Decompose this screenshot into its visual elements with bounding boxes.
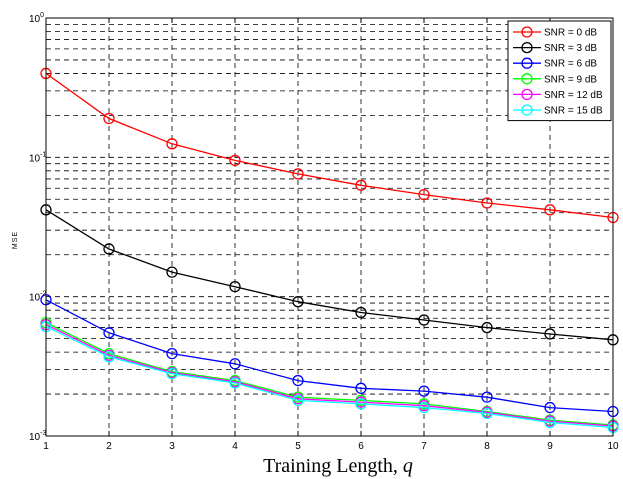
y-tick-label: 10-1: [29, 151, 46, 164]
series-4: [40, 317, 619, 431]
legend-marker: [521, 57, 533, 69]
legend-marker: [521, 26, 533, 38]
data-point: [103, 327, 115, 339]
data-point: [418, 314, 430, 326]
data-point: [229, 154, 241, 167]
legend-label: SNR = 9 dB: [544, 74, 597, 85]
x-tick-label: 2: [106, 441, 112, 452]
x-tick-label: 8: [484, 441, 490, 452]
data-point: [481, 391, 493, 403]
series-line: [45, 209, 614, 341]
data-point: [166, 347, 178, 360]
data-point: [481, 197, 493, 209]
data-point: [355, 179, 367, 191]
x-axis-label-variable: q: [403, 455, 413, 477]
series-2: [40, 204, 619, 346]
data-point: [544, 416, 556, 429]
y-tick-labels: 100 10-1 10-2 10-3: [29, 12, 46, 443]
x-tick-label: 5: [295, 441, 301, 452]
series-5: [40, 318, 619, 432]
data-point: [103, 112, 115, 125]
legend-marker: [521, 88, 533, 101]
series-line: [45, 324, 614, 427]
legend-marker: [521, 104, 533, 116]
series-line: [45, 72, 614, 219]
x-tick-label: 9: [547, 441, 553, 452]
legend-label: SNR = 6 dB: [544, 59, 597, 70]
y-axis-label: MSE: [12, 231, 19, 249]
data-point: [481, 407, 493, 420]
x-axis-label-text: Training Length,: [263, 455, 398, 477]
data-point: [418, 401, 430, 414]
y-tick-label: 10-2: [29, 291, 46, 304]
data-point: [166, 138, 178, 150]
x-tick-label: 7: [421, 441, 427, 452]
data-point: [481, 321, 493, 334]
legend-label: SNR = 12 dB: [544, 90, 603, 101]
y-tick-label: 10-3: [29, 430, 46, 443]
legend-box: [507, 20, 612, 122]
data-point: [103, 351, 115, 363]
plot-frame: [45, 17, 614, 437]
series-line: [45, 299, 614, 413]
legend-marker: [521, 73, 533, 85]
data-point: [292, 374, 304, 387]
legend: SNR = 0 dB SNR = 3 dB SNR = 6 dB SNR = 9 dB…: [507, 20, 612, 122]
legend-marker: [521, 41, 533, 54]
data-point: [418, 188, 430, 201]
data-point: [544, 204, 556, 216]
x-tick-label: 10: [607, 441, 619, 452]
series-line: [45, 326, 614, 429]
series-3: [40, 294, 619, 418]
data-point: [166, 368, 178, 380]
data-point: [229, 281, 241, 293]
data-point: [166, 266, 178, 278]
data-point: [418, 385, 430, 397]
series-layer: [40, 67, 619, 434]
y-tick-label: 100: [29, 12, 44, 25]
series-line: [45, 322, 614, 426]
legend-label: SNR = 0 dB: [544, 28, 597, 39]
data-point: [229, 377, 241, 389]
x-tick-label: 1: [43, 441, 49, 452]
data-point: [355, 398, 367, 410]
x-tick-label: 4: [232, 441, 238, 452]
legend-label: SNR = 3 dB: [544, 43, 597, 54]
legend-label: SNR = 15 dB: [544, 106, 603, 117]
data-point: [355, 382, 367, 394]
x-tick-label: 3: [169, 441, 175, 452]
data-point: [103, 243, 115, 255]
data-point: [355, 306, 367, 319]
data-point: [544, 328, 556, 340]
data-point: [292, 168, 304, 180]
x-axis-label: Training Length, q: [263, 455, 413, 477]
data-point: [292, 296, 304, 308]
data-point: [229, 358, 241, 370]
x-tick-label: 6: [358, 441, 364, 452]
data-point: [292, 394, 304, 407]
x-tick-labels: 1 2 3 4 5 6 7 8 9 10: [43, 441, 619, 452]
data-point: [544, 401, 556, 414]
